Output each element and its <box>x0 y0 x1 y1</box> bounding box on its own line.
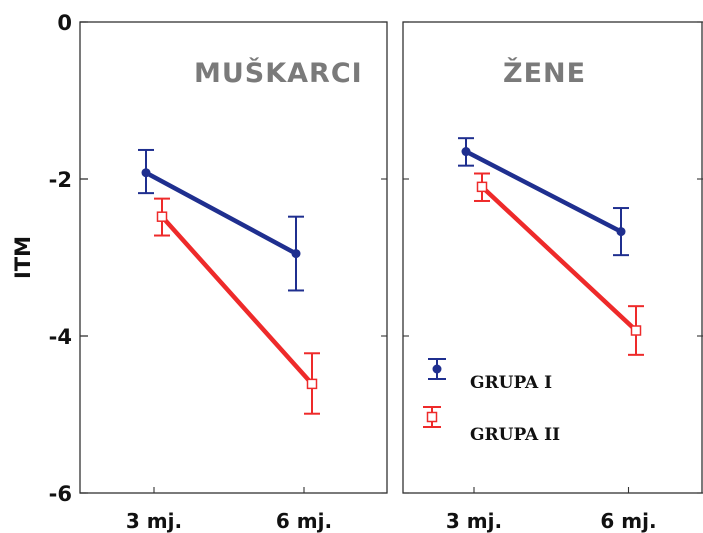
panel-right: ŽENE 3 mj. 6 mj. <box>402 21 703 533</box>
series-line <box>463 149 624 234</box>
data-point <box>630 325 642 336</box>
data-point <box>141 168 151 178</box>
y-tick-label: -2 <box>49 168 72 192</box>
y-tick-label: 0 <box>57 11 72 35</box>
legend-entry-grupa-ii: GRUPA II <box>423 406 560 445</box>
legend-entry-grupa-i: GRUPA I <box>428 358 552 393</box>
legend-marker <box>426 411 438 423</box>
series-grupa-ii <box>154 197 320 415</box>
data-point <box>291 249 301 259</box>
series-grupa-ii <box>474 172 644 356</box>
x-tick-label: 3 mj. <box>446 509 502 533</box>
series-line <box>143 170 299 256</box>
data-point <box>306 378 318 390</box>
panel-frame <box>402 21 703 494</box>
series-line <box>159 214 315 387</box>
data-point <box>156 211 168 222</box>
panel-title: MUŠKARCI <box>194 57 363 89</box>
data-point <box>461 147 471 157</box>
y-axis: 0 -2 -4 -6 ITM <box>11 11 88 506</box>
legend-label: GRUPA II <box>470 425 560 445</box>
legend-label: GRUPA I <box>470 373 552 393</box>
y-tick-label: -4 <box>49 325 72 349</box>
x-tick-label: 6 mj. <box>276 509 332 533</box>
panel-left: MUŠKARCI 3 mj. 6 mj. <box>79 21 388 533</box>
data-point <box>616 227 626 237</box>
y-tick-label: -6 <box>49 482 72 506</box>
legend-marker <box>432 364 442 374</box>
panel-frame <box>79 21 388 494</box>
y-axis-label: ITM <box>11 236 35 279</box>
series-grupa-i <box>458 137 629 257</box>
panel-title: ŽENE <box>503 57 586 89</box>
chart-panels: MUŠKARCI 3 mj. 6 mj. ŽENE 3 mj. 6 mj. <box>79 21 703 533</box>
series-grupa-i <box>138 148 304 292</box>
data-point <box>476 181 488 193</box>
legend: GRUPA I GRUPA II <box>423 358 560 445</box>
series-line <box>479 184 639 333</box>
x-tick-label: 6 mj. <box>600 509 656 533</box>
x-tick-label: 3 mj. <box>126 509 182 533</box>
